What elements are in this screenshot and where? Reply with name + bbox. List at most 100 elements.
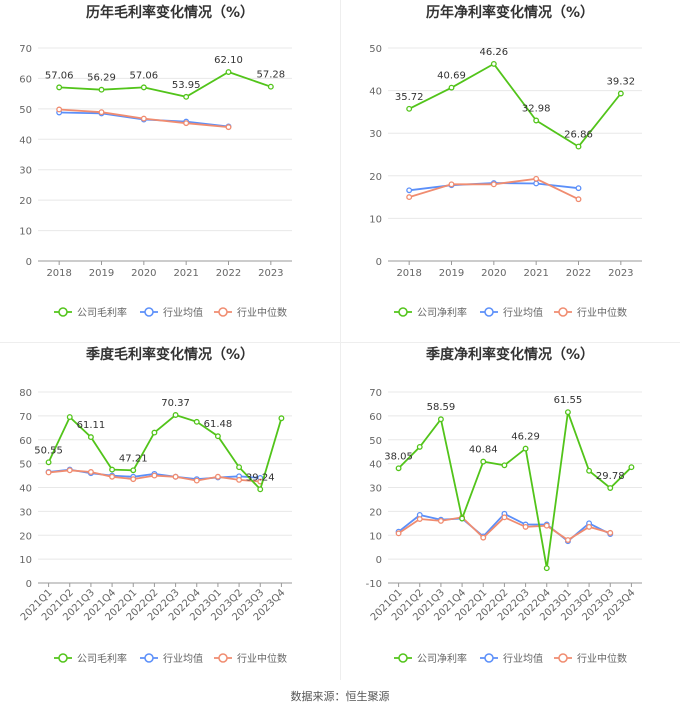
quadrant-divider-vertical [340, 0, 341, 680]
chart-title: 历年毛利率变化情况（%） [86, 4, 254, 21]
legend-label: 行业均值 [163, 306, 203, 319]
x-tick-label: 2018 [396, 268, 421, 279]
x-tick-label: 2021 [173, 268, 198, 279]
x-tick-label: 2022 [216, 268, 241, 279]
y-tick-label: 20 [19, 196, 32, 207]
legend-swatch-marker [484, 307, 494, 317]
series-line-industry_median [398, 516, 611, 542]
data-point [257, 486, 264, 493]
y-tick-label: 80 [19, 388, 32, 399]
data-point [278, 415, 285, 422]
data-point [193, 418, 200, 425]
data-point [617, 90, 624, 97]
legend-swatch-marker [58, 307, 68, 317]
data-point [437, 517, 444, 524]
y-tick-label: 30 [369, 484, 382, 495]
data-point [543, 565, 550, 572]
data-point [586, 523, 593, 530]
data-label: 40.84 [469, 445, 498, 456]
data-label: 46.29 [511, 432, 540, 443]
data-point [225, 69, 232, 75]
data-point [87, 469, 94, 475]
x-tick-label: 2023 [258, 268, 283, 279]
x-tick-label: 2018 [46, 268, 71, 279]
legend-swatch-marker [398, 653, 408, 663]
y-tick-label: 10 [19, 555, 32, 566]
data-point [575, 185, 582, 192]
data-point [236, 476, 243, 483]
series-company: 57.06 56.29 57.06 53.95 62.10 57.28 [45, 55, 285, 100]
legend: 公司净利率 行业均值 行业中位数 [394, 652, 627, 665]
legend-swatch-marker [58, 653, 68, 663]
y-tick-label: 30 [369, 129, 382, 140]
legend: 公司净利率 行业均值 行业中位数 [394, 306, 627, 319]
data-point [56, 106, 63, 113]
legend-swatch-marker [218, 307, 228, 317]
data-point [543, 522, 550, 529]
data-point [109, 466, 116, 473]
data-point [45, 459, 52, 466]
data-point [607, 485, 614, 491]
x-tick-label: 2020 [131, 268, 156, 279]
legend-label: 行业均值 [163, 652, 203, 665]
data-label: 61.11 [77, 420, 106, 431]
x-tick-label: 2020 [481, 268, 506, 279]
data-point [533, 117, 540, 124]
y-tick-label: 40 [19, 135, 32, 146]
data-point [45, 469, 52, 476]
series-industry_median [45, 467, 264, 485]
data-point [501, 462, 508, 469]
chart-title: 季度净利率变化情况（%） [425, 346, 594, 363]
y-tick-label: 20 [369, 172, 382, 183]
y-tick-label: 10 [369, 531, 382, 542]
y-tick-label: 30 [19, 507, 32, 518]
data-point [437, 416, 444, 423]
legend-label: 行业中位数 [237, 306, 287, 319]
legend-swatch-marker [144, 653, 154, 663]
chart-title: 历年净利率变化情况（%） [426, 4, 594, 21]
data-point [151, 429, 158, 436]
data-label: 46.26 [480, 47, 509, 58]
data-point [66, 414, 73, 421]
data-label: 70.37 [161, 398, 190, 409]
series-company: 35.72 40.69 46.26 32.98 26.86 39.32 [395, 47, 635, 150]
legend-swatch-marker [484, 653, 494, 663]
legend-swatch-marker [558, 307, 568, 317]
data-point [416, 443, 423, 450]
data-label: 53.95 [172, 80, 201, 91]
y-tick-label: 40 [369, 460, 382, 471]
data-point [448, 84, 455, 91]
data-label: 58.59 [427, 402, 456, 413]
chart-title: 季度毛利率变化情况（%） [85, 346, 254, 363]
data-point [214, 433, 221, 440]
data-label: 40.69 [437, 71, 466, 82]
y-tick-label: 70 [369, 388, 382, 399]
data-point [66, 467, 73, 474]
y-tick-label: 0 [26, 257, 32, 268]
legend-swatch-marker [218, 653, 228, 663]
data-source-footer: 数据来源：恒生聚源 [290, 690, 390, 703]
y-tick-label: 40 [369, 87, 382, 98]
y-tick-label: 60 [19, 436, 32, 447]
data-point [151, 472, 158, 479]
y-tick-label: 0 [376, 555, 382, 566]
data-point [406, 105, 413, 112]
legend-label: 公司毛利率 [77, 306, 127, 319]
y-tick-label: 50 [369, 44, 382, 55]
data-point [480, 534, 487, 541]
y-tick-label: -10 [366, 579, 382, 590]
series-line-company [47, 413, 283, 492]
data-point [490, 60, 497, 67]
x-tick-label: 2019 [439, 268, 464, 279]
legend: 公司毛利率 行业均值 行业中位数 [54, 652, 287, 665]
data-point [564, 409, 571, 416]
legend-label: 行业中位数 [577, 652, 627, 665]
y-tick-label: 40 [19, 484, 32, 495]
data-point [172, 412, 179, 418]
data-point [628, 464, 635, 471]
data-point [522, 523, 529, 530]
data-point [586, 467, 593, 474]
y-tick-label: 10 [369, 214, 382, 225]
data-label: 47.21 [119, 453, 148, 464]
data-point [193, 477, 200, 484]
